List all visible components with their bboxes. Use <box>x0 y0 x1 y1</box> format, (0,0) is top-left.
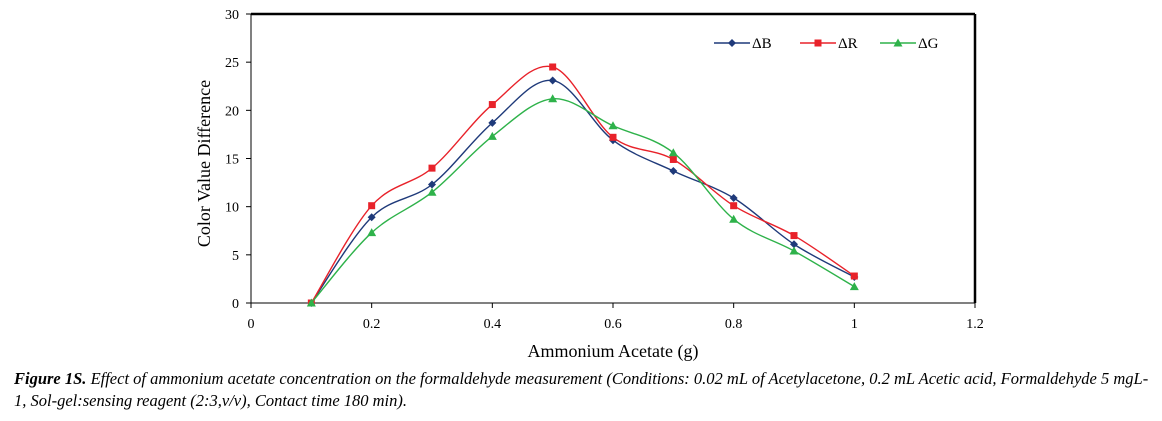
legend-entry: ΔR <box>800 36 858 52</box>
y-tick-label: 30 <box>225 8 239 23</box>
series-line <box>310 79 855 304</box>
data-point <box>790 232 798 240</box>
data-point <box>729 214 739 223</box>
data-point <box>849 282 859 291</box>
series-line <box>310 65 855 304</box>
figure-caption: Figure 1S. Effect of ammonium acetate co… <box>14 368 1159 412</box>
legend-label: ΔG <box>918 36 939 52</box>
x-tick-label: 0 <box>248 317 255 332</box>
data-point <box>789 246 799 255</box>
data-point <box>850 272 858 280</box>
data-point <box>488 101 496 109</box>
legend-swatch-marker <box>893 38 903 47</box>
x-tick-label: 0.4 <box>484 317 502 332</box>
data-point <box>669 155 677 163</box>
legend-label: ΔR <box>838 36 858 52</box>
plot-frame-layer <box>250 12 977 304</box>
y-tick-label: 10 <box>225 201 239 216</box>
series-1 <box>307 76 859 307</box>
data-point <box>548 76 557 85</box>
data-point <box>669 167 678 176</box>
legend-swatch-marker <box>814 39 822 47</box>
data-point <box>790 240 798 249</box>
data-point <box>730 202 738 210</box>
legend-entry: ΔB <box>714 36 772 52</box>
x-axis-title: Ammonium Acetate (g) <box>528 341 699 362</box>
axis-layer: 0 5 10 15 20 25 30 0 0.2 0.4 0.6 0.8 1 1.2 Ammonium Ac… <box>194 8 984 362</box>
data-point <box>306 298 316 307</box>
legend-entry: ΔG <box>880 36 939 52</box>
caption-label: Figure 1S. <box>14 369 87 388</box>
legend-label: ΔB <box>752 36 772 52</box>
data-point <box>609 133 617 141</box>
series-2 <box>307 63 858 307</box>
legend: ΔB ΔR ΔG <box>714 36 939 52</box>
y-tick-label: 25 <box>225 56 239 71</box>
y-tick-label: 0 <box>232 297 239 312</box>
y-tick-label: 20 <box>225 104 239 119</box>
x-tick-label: 1.2 <box>966 317 984 332</box>
caption-text: Effect of ammonium acetate concentration… <box>14 369 1149 410</box>
data-point <box>608 121 618 130</box>
y-tick-label: 5 <box>232 249 239 264</box>
data-point <box>428 180 436 189</box>
data-point <box>548 94 558 103</box>
series-3 <box>306 94 859 307</box>
series-layer <box>306 63 859 307</box>
x-tick-label: 0.8 <box>725 317 743 332</box>
legend-swatch-marker <box>728 39 736 47</box>
data-point <box>427 187 437 196</box>
data-point <box>367 228 377 237</box>
data-point <box>428 164 436 172</box>
data-point <box>488 118 497 127</box>
series-line <box>310 98 855 304</box>
data-point <box>729 193 738 202</box>
data-point <box>368 202 376 210</box>
x-tick-label: 1 <box>851 317 858 332</box>
y-tick-label: 15 <box>225 153 239 168</box>
data-point <box>487 131 497 140</box>
x-tick-label: 0.6 <box>604 317 622 332</box>
data-point <box>549 63 557 71</box>
data-point <box>367 213 376 222</box>
line-chart: 0 5 10 15 20 25 30 0 0.2 0.4 0.6 0.8 1 1.2 Ammonium Ac… <box>194 8 984 362</box>
data-point <box>668 148 678 157</box>
x-tick-label: 0.2 <box>363 317 381 332</box>
y-axis-title: Color Value Difference <box>194 80 214 247</box>
